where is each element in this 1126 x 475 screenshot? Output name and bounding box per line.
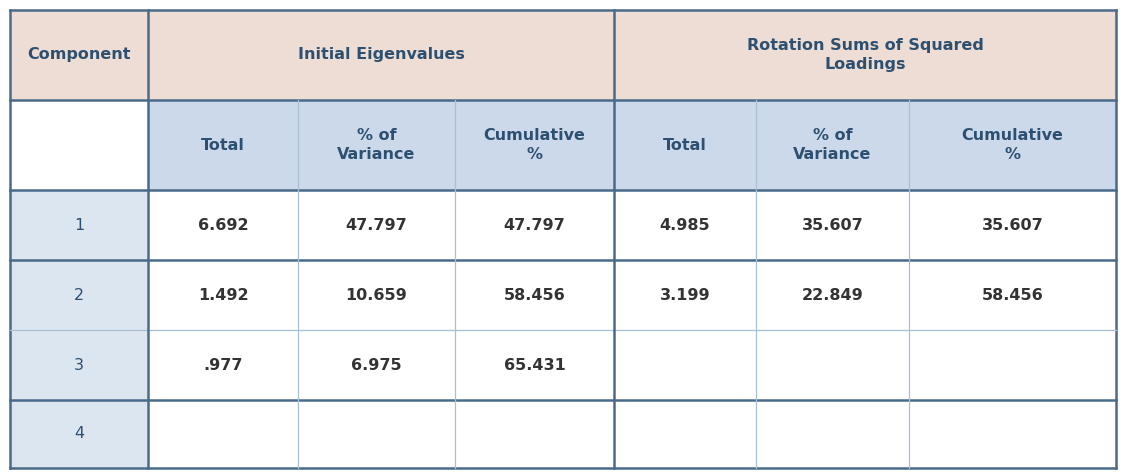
- Bar: [148, 330, 1116, 400]
- Text: 35.607: 35.607: [802, 218, 864, 232]
- Text: 47.797: 47.797: [346, 218, 408, 232]
- Text: Cumulative
%: Cumulative %: [962, 128, 1063, 162]
- Bar: [10, 100, 148, 190]
- Text: Rotation Sums of Squared
Loadings: Rotation Sums of Squared Loadings: [747, 38, 983, 72]
- Text: 2: 2: [74, 287, 84, 303]
- Text: 3.199: 3.199: [660, 287, 711, 303]
- Bar: [148, 260, 1116, 330]
- Text: 6.692: 6.692: [198, 218, 249, 232]
- Text: 58.456: 58.456: [503, 287, 565, 303]
- Bar: [10, 400, 148, 468]
- Text: 3: 3: [74, 358, 84, 372]
- Bar: [148, 190, 1116, 260]
- Text: 4.985: 4.985: [660, 218, 711, 232]
- Text: 22.849: 22.849: [802, 287, 864, 303]
- Text: Initial Eigenvalues: Initial Eigenvalues: [297, 48, 464, 63]
- Text: .977: .977: [204, 358, 243, 372]
- Text: Cumulative
%: Cumulative %: [483, 128, 586, 162]
- Text: Total: Total: [663, 137, 707, 152]
- Text: 35.607: 35.607: [982, 218, 1044, 232]
- Text: 1.492: 1.492: [198, 287, 249, 303]
- Text: % of
Variance: % of Variance: [794, 128, 872, 162]
- Text: 1: 1: [74, 218, 84, 232]
- Bar: [10, 190, 148, 260]
- Text: % of
Variance: % of Variance: [338, 128, 415, 162]
- Text: 4: 4: [74, 427, 84, 441]
- Bar: [148, 400, 1116, 468]
- Text: 47.797: 47.797: [503, 218, 565, 232]
- Text: 6.975: 6.975: [351, 358, 402, 372]
- Text: Total: Total: [202, 137, 245, 152]
- Bar: [10, 330, 148, 400]
- Bar: [148, 100, 1116, 190]
- Text: 58.456: 58.456: [982, 287, 1044, 303]
- Bar: [614, 10, 1116, 100]
- Bar: [148, 10, 614, 100]
- Text: 65.431: 65.431: [503, 358, 565, 372]
- Text: Component: Component: [27, 48, 131, 63]
- Text: 10.659: 10.659: [346, 287, 408, 303]
- Bar: [10, 10, 148, 100]
- Bar: [10, 260, 148, 330]
